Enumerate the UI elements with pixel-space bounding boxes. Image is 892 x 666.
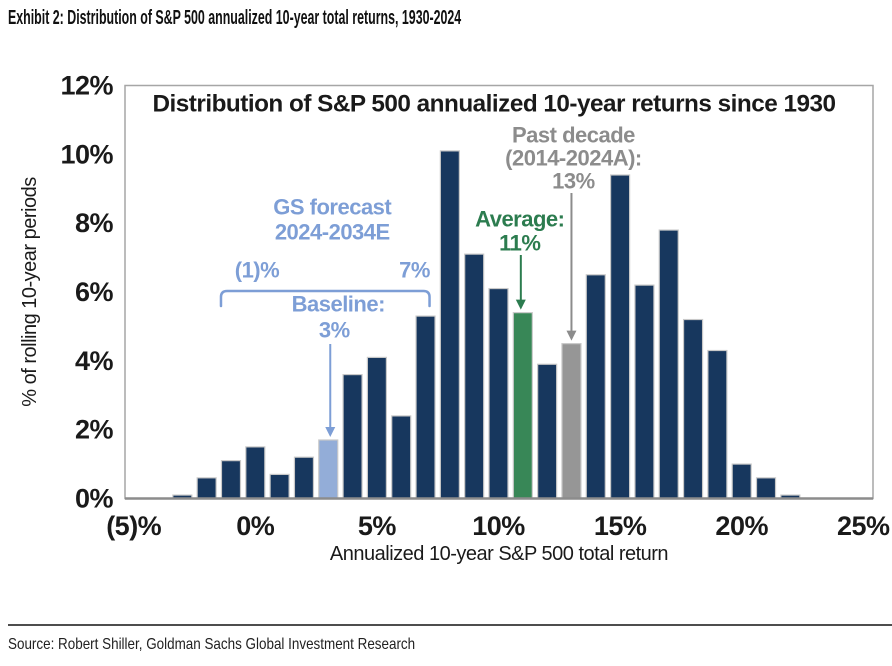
x-tick-label: 20%	[715, 511, 768, 541]
gs-range-low-label: (1)%	[235, 258, 279, 283]
gs-baseline-value: 3%	[319, 318, 350, 343]
x-tick-label: 0%	[236, 511, 275, 541]
bar-x1	[269, 473, 290, 500]
x-tick-label: 5%	[358, 511, 397, 541]
average-value: 11%	[499, 231, 540, 256]
y-tick-label: 12%	[60, 71, 113, 101]
average-label: Average:	[475, 207, 564, 232]
chart-svg: 0%2%4%6%8%10%12%(5)% 0% 5% 10% 15% 20% 25%% of…	[19, 71, 891, 566]
bar-x2	[293, 456, 315, 500]
bar-x21	[755, 477, 777, 500]
bar-x4	[342, 374, 363, 500]
past-decade-label: Past decade	[512, 123, 635, 148]
past-decade-value: 13%	[552, 169, 595, 194]
bar-x0	[245, 446, 266, 500]
bar-x15	[609, 174, 631, 500]
gs-range-high-label: 7%	[399, 258, 430, 283]
bar-x16	[634, 284, 655, 500]
y-tick-label: 0%	[75, 484, 114, 514]
past-decade-label: (2014-2024A):	[505, 146, 642, 171]
y-axis-title: % of rolling 10-year periods	[19, 177, 41, 407]
bar-x17	[658, 229, 679, 500]
bar-x-2	[196, 477, 217, 500]
bar-x18	[682, 318, 704, 500]
gs-forecast-bracket	[219, 289, 431, 308]
y-tick-label: 4%	[75, 346, 114, 376]
x-tick-label: 10%	[472, 511, 525, 541]
chart-title: Distribution of S&P 500 annualized 10-ye…	[153, 91, 836, 118]
bar-x3	[318, 439, 339, 500]
bar-x19	[707, 349, 728, 500]
x-tick-label: 25%	[837, 511, 890, 541]
gs-forecast-label: GS forecast	[273, 195, 392, 220]
bar-x6	[391, 415, 412, 500]
bar-x12	[537, 363, 558, 500]
bar-x10	[488, 287, 509, 500]
source-text: Source: Robert Shiller, Goldman Sachs Gl…	[8, 636, 416, 653]
bar-x8	[439, 150, 460, 500]
bar-x13	[561, 343, 582, 500]
bar-x9	[464, 253, 485, 500]
past-decade-arrow-head	[566, 330, 577, 341]
y-tick-label: 10%	[60, 139, 113, 169]
x-tick-label: (5)%	[106, 511, 161, 541]
bar-x-1	[220, 460, 242, 500]
y-tick-label: 6%	[75, 277, 114, 307]
bar-x14	[585, 274, 606, 500]
average-arrow-head	[515, 299, 526, 310]
bar-x20	[731, 463, 752, 500]
y-tick-label: 8%	[75, 208, 114, 238]
bar-x5	[366, 356, 387, 500]
bar-x11	[512, 312, 533, 500]
x-tick-label: 15%	[594, 511, 647, 541]
gs-baseline-arrow-head	[325, 426, 336, 437]
gs-forecast-label: 2024-2034E	[275, 220, 390, 245]
bar-x7	[415, 315, 436, 500]
y-tick-label: 2%	[75, 415, 114, 445]
x-axis-title: Annualized 10-year S&P 500 total return	[330, 543, 668, 565]
gs-baseline-label: Baseline:	[292, 292, 385, 317]
footer-divider	[8, 624, 892, 626]
exhibit-title: Exhibit 2: Distribution of S&P 500 annua…	[8, 7, 462, 29]
